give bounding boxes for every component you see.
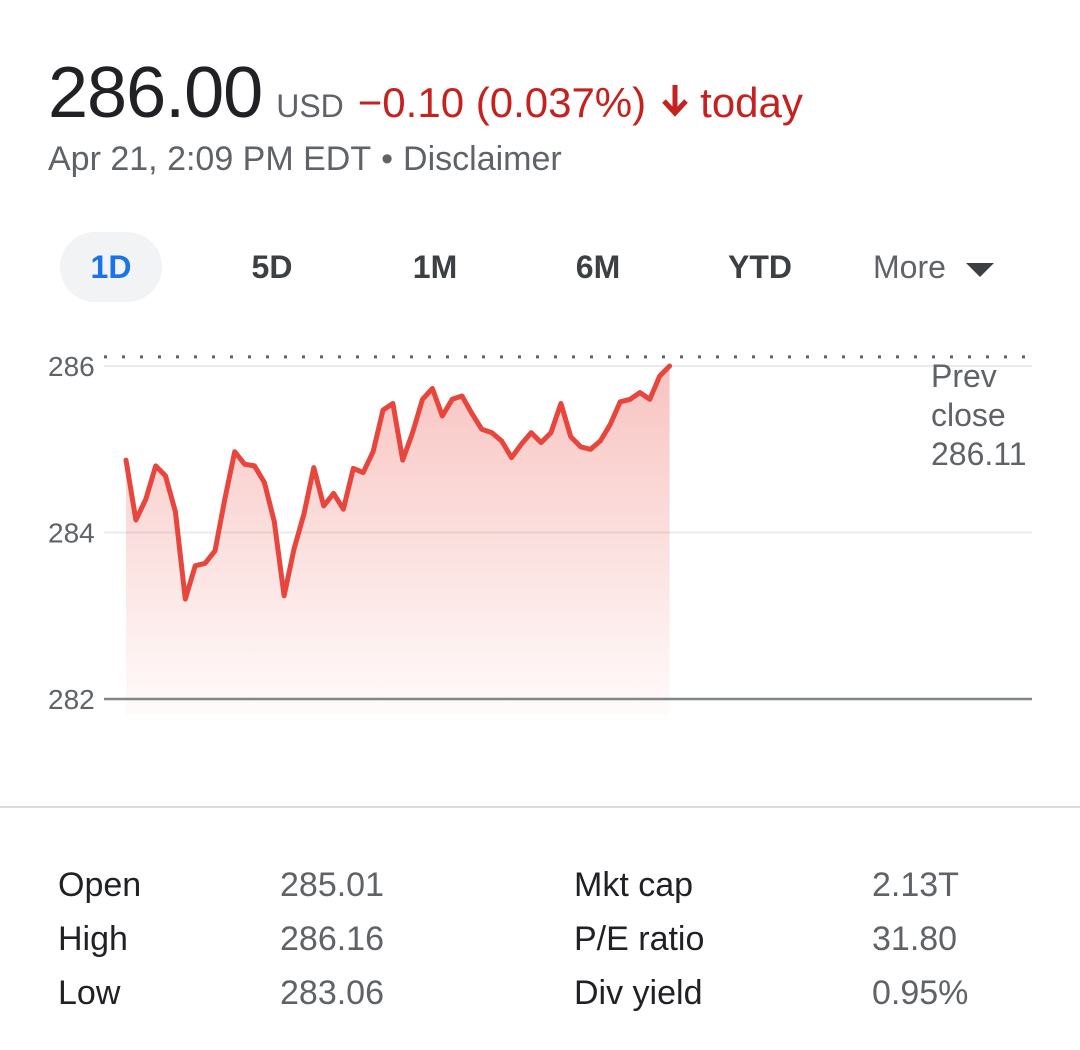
disclaimer-link[interactable]: Disclaimer [403, 140, 562, 178]
caret-down-icon [965, 262, 994, 277]
price-change: −0.10 (0.037%) today [358, 79, 803, 127]
separator-dot: • [381, 140, 394, 178]
prev-close-label-1: Prev [931, 358, 997, 394]
more-label: More [873, 249, 946, 285]
key-stats: Open 285.01 Mkt cap 2.13T High 286.16 P/… [58, 866, 1018, 1028]
section-divider [0, 806, 1080, 808]
stat-label-open: Open [58, 866, 142, 904]
change-period: today [700, 79, 803, 126]
prev-close-value: 286.11 [931, 436, 1027, 472]
timestamp: Apr 21, 2:09 PM EDT [48, 140, 372, 178]
tab-1m[interactable]: 1M [412, 249, 458, 285]
stat-label-div-yield: Div yield [574, 974, 703, 1012]
change-value: −0.10 (0.037%) [357, 79, 647, 126]
currency-label: USD [276, 88, 344, 124]
tab-1d[interactable]: 1D [60, 232, 162, 302]
stat-row-open: Open 285.01 Mkt cap 2.13T [58, 866, 1018, 920]
tab-6m[interactable]: 6M [575, 249, 621, 285]
stat-value-low: 283.06 [280, 974, 384, 1012]
tab-ytd[interactable]: YTD [728, 249, 792, 285]
range-tabs: 1D 5D 1M 6M YTD More [60, 232, 1020, 302]
stat-label-low: Low [58, 974, 121, 1012]
tab-5d[interactable]: 5D [251, 249, 293, 285]
quote-header: 286.00 USD −0.10 (0.037%) today [48, 52, 803, 134]
y-tick-label: 286 [48, 351, 95, 382]
prev-close-label-2: close [931, 397, 1006, 433]
price-chart[interactable]: 286 284 282 Prev close 286.11 [0, 330, 1080, 750]
price-area [126, 366, 670, 715]
stat-value-high: 286.16 [280, 920, 384, 958]
stat-label-high: High [58, 920, 128, 958]
more-dropdown[interactable]: More [873, 232, 1023, 302]
y-tick-label: 284 [48, 518, 95, 549]
arrow-down-icon [660, 83, 690, 117]
stat-row-low: Low 283.06 Div yield 0.95% [58, 974, 1018, 1028]
stat-row-high: High 286.16 P/E ratio 31.80 [58, 920, 1018, 974]
price-line [123, 363, 673, 602]
stat-label-mkt-cap: Mkt cap [574, 866, 694, 904]
quote-meta: Apr 21, 2:09 PM EDT • Disclaimer [48, 140, 562, 179]
stat-label-pe: P/E ratio [574, 920, 705, 958]
current-price: 286.00 [48, 53, 263, 133]
y-tick-label: 282 [48, 684, 95, 715]
stat-value-mkt-cap: 2.13T [872, 866, 959, 904]
stat-value-div-yield: 0.95% [872, 974, 969, 1012]
stat-value-pe: 31.80 [872, 920, 958, 958]
stat-value-open: 285.01 [280, 866, 384, 904]
